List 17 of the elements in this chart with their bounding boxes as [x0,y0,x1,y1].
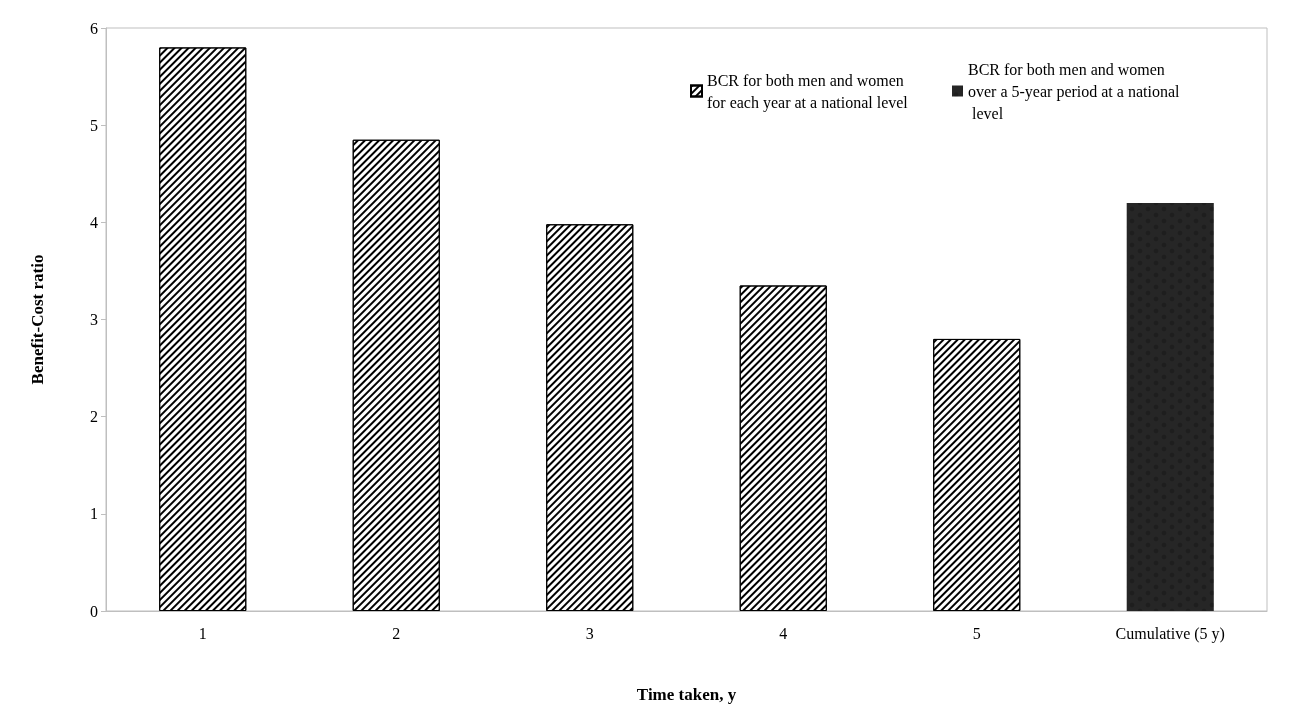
y-tick-label: 3 [90,311,98,328]
x-tick-label: 5 [972,624,981,642]
x-tick-label: 4 [779,624,788,642]
y-tick-label: 1 [90,505,98,523]
x-tick-label: 2 [392,624,401,642]
y-tick-label: 4 [90,213,98,231]
x-axis-title: Time taken, y [636,685,737,704]
x-tick-label: 1 [198,624,207,642]
legend-label: BCR for both men and women for each year at a national level [707,71,909,112]
legend-label: BCR for both men and women over a 5-year period at a national level [968,60,1181,122]
y-tick-label: 2 [90,408,98,426]
y-tick-label: 5 [90,116,98,134]
x-tick-label: 3 [585,624,594,642]
y-tick-label: 6 [90,19,98,37]
y-tick-label: 0 [90,602,98,620]
x-tick-label: Cumulative (5 y) [1115,624,1225,643]
y-axis-title: Benefit-Cost ratio [28,254,47,385]
